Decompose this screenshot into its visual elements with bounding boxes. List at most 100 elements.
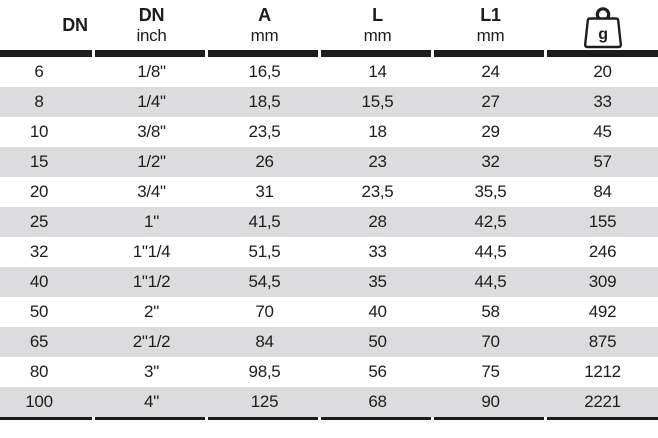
cell-l-mm: 50 (368, 332, 387, 351)
cell-a-mm: 70 (255, 302, 274, 321)
cell-weight-g: 309 (588, 272, 617, 291)
cell-a-mm: 98,5 (248, 362, 281, 381)
cell-dn-inch: 3" (144, 362, 159, 381)
cell-dn-inch: 1" (144, 212, 159, 231)
cell-dn-inch: 1/2" (137, 152, 166, 171)
cell-dn-inch: 1"1/2 (132, 272, 171, 291)
col-header-dn: DN (0, 0, 95, 50)
table-row: 25 1" 41,5 28 42,5 155 (0, 207, 658, 237)
col-title-dn: DN (62, 14, 88, 35)
cell-dn-inch: 3/4" (137, 182, 166, 201)
cell-l-mm: 23 (368, 152, 387, 171)
table-row: 32 1"1/4 51,5 33 44,5 246 (0, 237, 658, 267)
cell-a-mm: 84 (255, 332, 274, 351)
divider-segment (0, 417, 95, 420)
divider-segment (208, 50, 321, 57)
col-header-l1: L1 mm (434, 0, 547, 50)
cell-l1-mm: 24 (481, 62, 500, 81)
cell-weight-g: 20 (593, 62, 612, 81)
cell-l-mm: 35 (368, 272, 387, 291)
header-divider (0, 50, 658, 57)
cell-l1-mm: 42,5 (474, 212, 507, 231)
cell-l-mm: 14 (368, 62, 387, 81)
cell-a-mm: 18,5 (248, 92, 281, 111)
col-unit-l-mm: mm (363, 25, 392, 45)
weight-unit-label: g (598, 26, 607, 43)
cell-a-mm: 51,5 (248, 242, 281, 261)
col-header-weight: g (547, 0, 658, 50)
table-header: DN DN inch A mm L mm L1 mm g (0, 0, 658, 50)
divider-segment (321, 50, 434, 57)
cell-weight-g: 57 (593, 152, 612, 171)
table-row: 50 2" 70 40 58 492 (0, 297, 658, 327)
cell-dn-inch: 1/8" (137, 62, 166, 81)
cell-weight-g: 875 (588, 332, 617, 351)
cell-dn-inch: 1"1/4 (132, 242, 171, 261)
cell-dn-inch: 4" (144, 392, 159, 411)
col-header-a: A mm (208, 0, 321, 50)
cell-l-mm: 40 (368, 302, 387, 321)
divider-segment (208, 417, 321, 420)
cell-a-mm: 54,5 (248, 272, 281, 291)
table-row: 6 1/8" 16,5 14 24 20 (0, 57, 658, 87)
divider-segment (95, 417, 208, 420)
cell-dn: 10 (29, 122, 49, 141)
table-row: 65 2"1/2 84 50 70 875 (0, 327, 658, 357)
bottom-divider (0, 417, 658, 420)
cell-l1-mm: 90 (481, 392, 500, 411)
table-row: 8 1/4" 18,5 15,5 27 33 (0, 87, 658, 117)
divider-segment (95, 50, 208, 57)
cell-dn-inch: 3/8" (137, 122, 166, 141)
cell-weight-g: 492 (588, 302, 617, 321)
table-row: 10 3/8" 23,5 18 29 45 (0, 117, 658, 147)
cell-weight-g: 2221 (584, 392, 621, 411)
col-unit-l1-mm: mm (476, 25, 505, 45)
cell-dn: 25 (29, 212, 49, 231)
col-title-a: A (258, 5, 271, 26)
cell-l-mm: 33 (368, 242, 387, 261)
divider-segment (321, 417, 434, 420)
cell-dn: 65 (29, 332, 49, 351)
cell-dn: 6 (34, 62, 44, 81)
cell-dn: 100 (25, 392, 53, 411)
cell-weight-g: 155 (588, 212, 617, 231)
col-title-l: L (372, 5, 383, 26)
cell-a-mm: 41,5 (248, 212, 281, 231)
cell-a-mm: 23,5 (248, 122, 281, 141)
cell-l1-mm: 27 (481, 92, 500, 111)
table-row: 80 3" 98,5 56 75 1212 (0, 357, 658, 387)
cell-l1-mm: 35,5 (474, 182, 507, 201)
table-row: 20 3/4" 31 23,5 35,5 84 (0, 177, 658, 207)
cell-a-mm: 31 (255, 182, 274, 201)
cell-l1-mm: 44,5 (474, 272, 507, 291)
table-row: 15 1/2" 26 23 32 57 (0, 147, 658, 177)
divider-segment (434, 50, 547, 57)
cell-weight-g: 33 (593, 92, 612, 111)
cell-dn-inch: 2"1/2 (132, 332, 171, 351)
cell-l1-mm: 75 (481, 362, 500, 381)
cell-l-mm: 15,5 (361, 92, 394, 111)
cell-a-mm: 125 (250, 392, 279, 411)
col-title-l1: L1 (480, 5, 501, 26)
weight-icon: g (583, 6, 622, 48)
cell-l-mm: 28 (368, 212, 387, 231)
cell-dn-inch: 1/4" (137, 92, 166, 111)
table-body: 6 1/8" 16,5 14 24 20 8 1/4" 18,5 15,5 27… (0, 57, 658, 417)
cell-l1-mm: 32 (481, 152, 500, 171)
cell-dn: 20 (29, 182, 49, 201)
cell-l1-mm: 70 (481, 332, 500, 351)
cell-weight-g: 84 (593, 182, 612, 201)
cell-a-mm: 26 (255, 152, 274, 171)
cell-l1-mm: 29 (481, 122, 500, 141)
cell-l1-mm: 58 (481, 302, 500, 321)
cell-weight-g: 1212 (584, 362, 621, 381)
cell-l-mm: 56 (368, 362, 387, 381)
divider-segment (434, 417, 547, 420)
table-row: 40 1"1/2 54,5 35 44,5 309 (0, 267, 658, 297)
cell-weight-g: 45 (593, 122, 612, 141)
cell-dn-inch: 2" (144, 302, 159, 321)
cell-l-mm: 18 (368, 122, 387, 141)
table-row: 100 4" 125 68 90 2221 (0, 387, 658, 417)
cell-l-mm: 68 (368, 392, 387, 411)
